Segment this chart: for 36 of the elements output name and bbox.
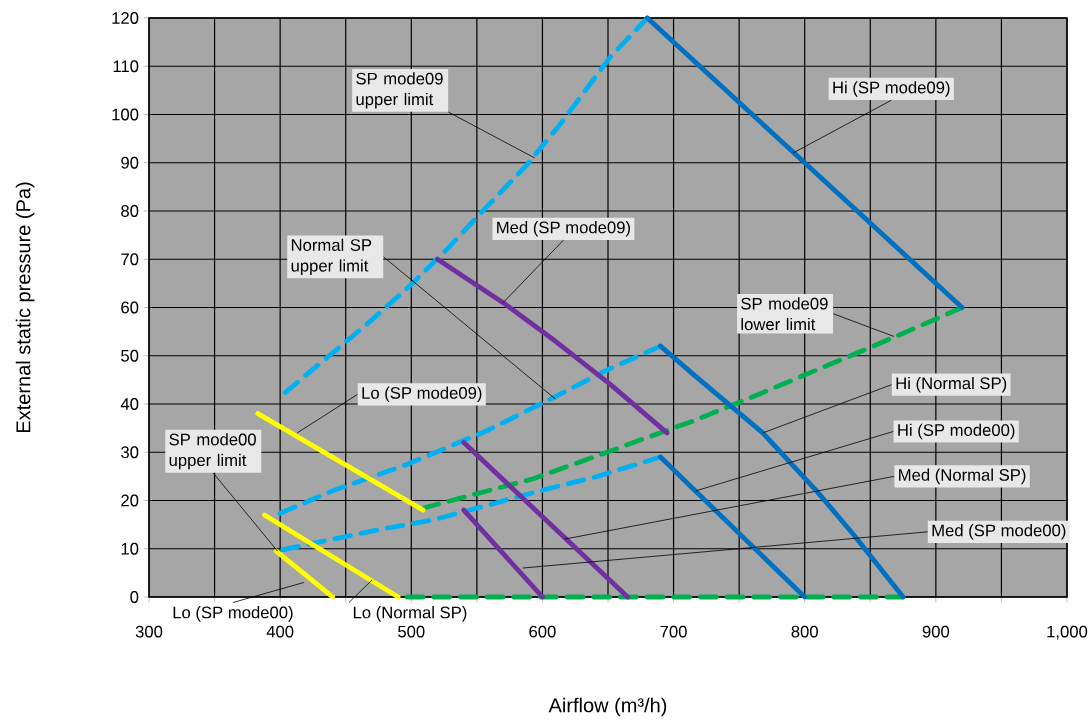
y-tick-label: 40 <box>120 398 139 410</box>
y-tick-label: 10 <box>121 542 139 555</box>
y-tick-label: 20 <box>121 494 139 507</box>
annotation: Med (Normal SP) <box>899 468 1026 485</box>
y-tick-label: 80 <box>121 205 139 217</box>
y-tick-label: 60 <box>121 301 139 314</box>
x-tick-label: 500 <box>398 625 425 638</box>
annotation: Normal SP upper limit <box>291 238 372 275</box>
annotation: Lo (SP mode00) <box>173 606 293 622</box>
y-tick-label: 30 <box>121 446 139 459</box>
x-tick-label: 900 <box>922 625 950 638</box>
x-tick-label: 1,000 <box>1047 625 1088 640</box>
annotation: SP mode00 upper limit <box>169 433 256 470</box>
y-axis-title: External static pressure (Pa) <box>15 182 35 433</box>
y-tick-label: 120 <box>112 12 139 24</box>
annotation: Lo (SP mode09) <box>362 386 482 403</box>
annotation: SP mode09 lower limit <box>741 297 828 331</box>
y-tick-label: 90 <box>121 156 139 169</box>
y-tick-label: 100 <box>112 108 139 121</box>
x-axis-title: Airflow (m³/h) <box>548 697 667 717</box>
y-tick-label: 70 <box>121 253 139 266</box>
y-tick-label: 110 <box>113 60 139 73</box>
annotation: Med (SP mode09) <box>497 221 630 237</box>
x-tick-label: 400 <box>266 625 294 638</box>
x-tick-label: 800 <box>791 625 818 638</box>
x-tick-label: 600 <box>529 625 556 638</box>
annotation: SP mode09 upper limit <box>356 72 443 109</box>
annotation: Hi (SP mode09) <box>833 81 950 97</box>
y-tick-label: 50 <box>121 349 139 362</box>
x-tick-label: 300 <box>135 625 163 638</box>
annotation: Hi (SP mode00) <box>898 423 1015 440</box>
annotation: Med (SP mode00) <box>932 524 1066 540</box>
annotation: Hi (Normal SP) <box>896 376 1007 393</box>
annotation: Lo (Normal SP) <box>353 606 467 622</box>
y-tick-label: 0 <box>130 591 139 603</box>
x-tick-label: 700 <box>660 625 687 638</box>
